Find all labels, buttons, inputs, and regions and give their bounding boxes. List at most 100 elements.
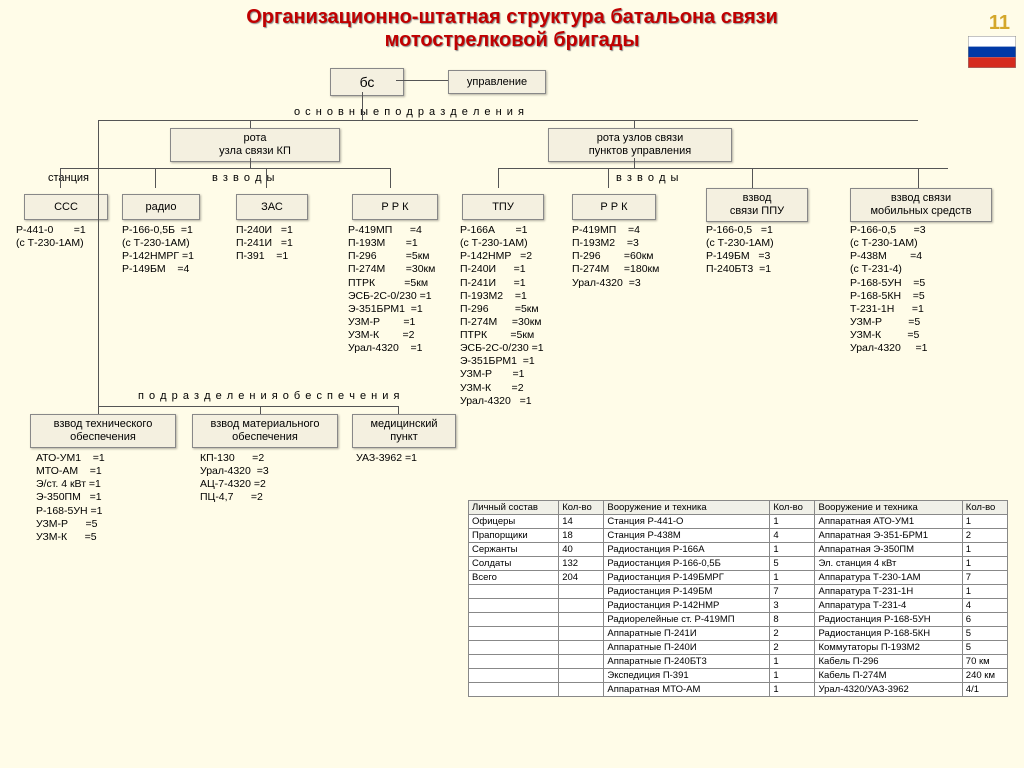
node-upravlenie-label: управление [467,76,527,89]
table-cell: Солдаты [469,557,559,571]
table-header-cell: Кол-во [559,501,604,515]
table-cell: 132 [559,557,604,571]
table-cell: Аппаратные П-240И [604,641,770,655]
table-row: Офицеры14Станция Р-441-О1Аппаратная АТО-… [469,515,1008,529]
table-cell: 5 [962,627,1007,641]
eq-mat: КП-130 =2 Урал-4320 =3 АЦ-7-4320 =2 ПЦ-4… [200,452,269,505]
slide-number: 11 [989,12,1010,35]
table-cell: Аппаратные П-240БТ3 [604,655,770,669]
table-cell [559,599,604,613]
table-cell: 4 [770,529,815,543]
node-ccc: ССС [24,194,108,220]
table-cell: Кабель П-274М [815,669,962,683]
table-cell: 18 [559,529,604,543]
table-cell: Радиостанция Р-166-0,5Б [604,557,770,571]
table-row: Аппаратные П-240И2Коммутаторы П-193М25 [469,641,1008,655]
table-cell: Коммутаторы П-193М2 [815,641,962,655]
table-row: Аппаратные П-240БТ31Кабель П-29670 км [469,655,1008,669]
node-mat-l2: обеспечения [232,431,298,444]
table-row: Аппаратные П-241И2Радиостанция Р-168-5КН… [469,627,1008,641]
table-cell: 1 [770,515,815,529]
russian-flag-icon [968,36,1016,68]
eq-rrk: Р-419МП =4 П-193М =1 П-296 =5км П-274М =… [348,224,435,355]
node-rrk-label: Р Р К [381,201,408,214]
title-line-2: мотострелковой бригады [0,29,1024,52]
table-cell: Аппаратура Т-231-4 [815,599,962,613]
table-cell: 1 [770,571,815,585]
table-cell: Радиостанция Р-168-5КН [815,627,962,641]
table-row: Радиостанция Р-142НМР3Аппаратура Т-231-4… [469,599,1008,613]
table-cell: 6 [962,613,1007,627]
table-row: Всего204Радиостанция Р-149БМРГ1Аппаратур… [469,571,1008,585]
node-radio-label: радио [146,201,177,214]
table-header-cell: Вооружение и техника [815,501,962,515]
table-cell: 1 [770,543,815,557]
node-ccc-label: ССС [54,201,78,214]
title-line-1: Организационно-штатная структура батальо… [0,6,1024,29]
table-cell: 4/1 [962,683,1007,697]
table-cell: 2 [770,627,815,641]
table-cell [559,669,604,683]
eq-radio: Р-166-0,5Б =1 (с Т-230-1АМ) Р-142НМРГ =1… [122,224,194,277]
label-vzvody-2: в з в о д ы [616,172,679,184]
table-cell: Аппаратура Т-231-1Н [815,585,962,599]
table-body: Офицеры14Станция Р-441-О1Аппаратная АТО-… [469,515,1008,697]
node-mat-l1: взвод материального [211,418,320,431]
table-header-cell: Вооружение и техника [604,501,770,515]
node-teh-l2: обеспечения [70,431,136,444]
summary-table: Личный составКол-воВооружение и техникаК… [468,500,1008,697]
node-tpu: ТПУ [462,194,544,220]
node-bs: бс [330,68,404,96]
node-rota-pu-l2: пунктов управления [589,145,691,158]
node-rota-kp-l1: рота [243,132,266,145]
table-cell: Урал-4320/УАЗ-3962 [815,683,962,697]
table-cell: 1 [962,543,1007,557]
table-row: Солдаты132Радиостанция Р-166-0,5Б5Эл. ст… [469,557,1008,571]
eq-zas: П-240И =1 П-241И =1 П-391 =1 [236,224,293,263]
node-mob-l2: мобильных средств [870,205,971,218]
node-rota-pu: рота узлов связи пунктов управления [548,128,732,162]
table-cell: 70 км [962,655,1007,669]
node-rota-kp-l2: узла связи КП [219,145,291,158]
label-osnovnye: о с н о в н ы е п о д р а з д е л е н и … [294,106,525,118]
table-cell: Радиорелейные ст. Р-419МП [604,613,770,627]
table-cell [559,655,604,669]
table-cell: Радиостанция Р-149БМРГ [604,571,770,585]
table-cell: 5 [770,557,815,571]
table-cell: Радиостанция Р-149БМ [604,585,770,599]
node-teh: взвод технического обеспечения [30,414,176,448]
table-cell [559,627,604,641]
page-title: Организационно-штатная структура батальо… [0,0,1024,52]
table-row: Радиостанция Р-149БМ7Аппаратура Т-231-1Н… [469,585,1008,599]
table-cell [469,669,559,683]
node-zas: ЗАС [236,194,308,220]
node-upravlenie: управление [448,70,546,94]
table-cell: 1 [962,557,1007,571]
eq-tpu: Р-166А =1 (с Т-230-1АМ) Р-142НМР =2 П-24… [460,224,544,408]
table-cell: 240 км [962,669,1007,683]
table-cell [469,683,559,697]
eq-rrk2: Р-419МП =4 П-193М2 =3 П-296 =60км П-274М… [572,224,659,290]
eq-teh: АТО-УМ1 =1 МТО-АМ =1 Э/ст. 4 кВт =1 Э-35… [36,452,105,544]
node-rota-pu-l1: рота узлов связи [597,132,683,145]
node-zas-label: ЗАС [261,201,283,214]
table-header-cell: Кол-во [962,501,1007,515]
table-cell: 1 [962,515,1007,529]
table-row: Аппаратная МТО-АМ1Урал-4320/УАЗ-39624/1 [469,683,1008,697]
eq-med: УАЗ-3962 =1 [356,452,417,465]
table-cell [469,585,559,599]
node-radio: радио [122,194,200,220]
table-cell: 2 [962,529,1007,543]
table-cell: 1 [770,669,815,683]
eq-ppu: Р-166-0,5 =1 (с Т-230-1АМ) Р-149БМ =3 П-… [706,224,774,277]
table-row: Экспедиция П-3911Кабель П-274М240 км [469,669,1008,683]
table-cell: Прапорщики [469,529,559,543]
table-cell: Аппаратная Э-350ПМ [815,543,962,557]
table-cell: Станция Р-438М [604,529,770,543]
node-med-l2: пункт [390,431,418,444]
node-teh-l1: взвод технического [54,418,153,431]
table-cell: 2 [770,641,815,655]
table-cell: Сержанты [469,543,559,557]
table-cell: 204 [559,571,604,585]
table-cell: 8 [770,613,815,627]
